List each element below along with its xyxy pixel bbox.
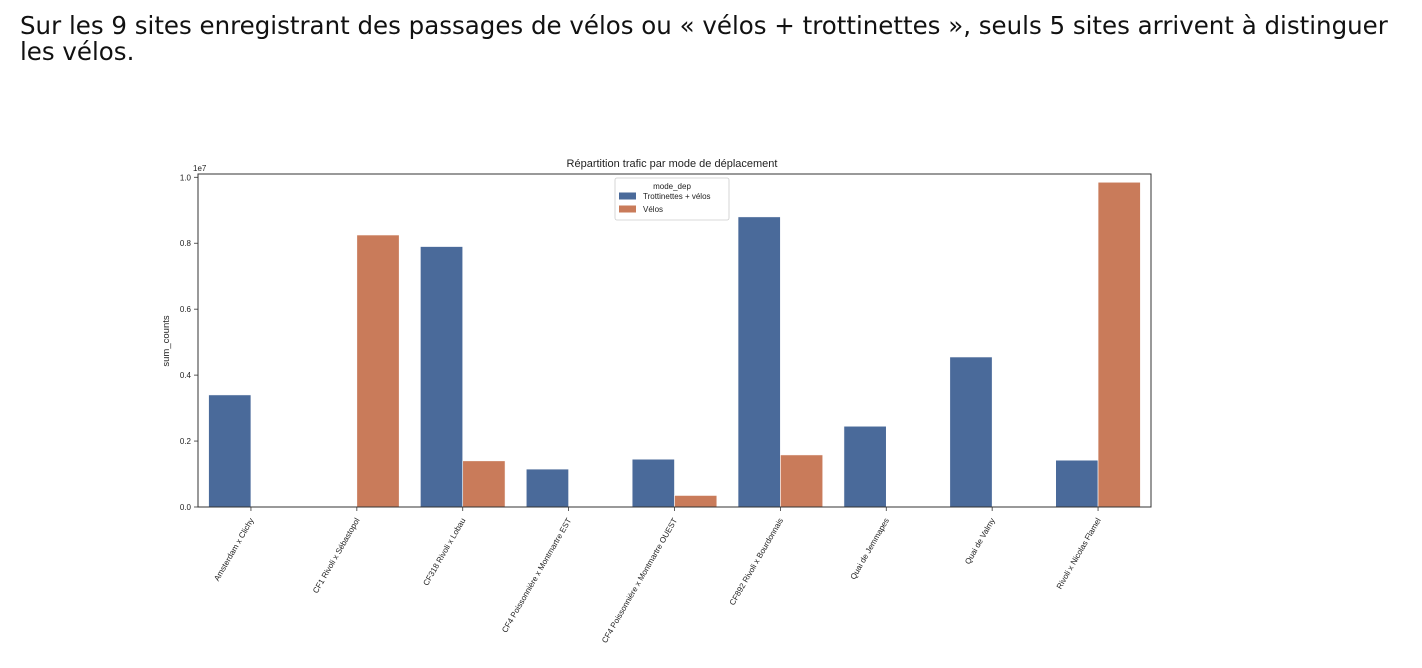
bar-trottinettes-velos-2 [420,246,464,508]
y-axis: 0.0 0.2 0.4 0.6 0.8 1.0 [180,173,198,512]
bar-velos-5 [780,454,824,508]
x-tick-label: CF318 Rivoli x Lobau [421,517,467,588]
legend-entry: Trottinettes + vélos [643,192,711,201]
legend-title: mode_dep [653,182,691,191]
y-axis-title: sum_counts [161,315,172,366]
chart-title: Répartition trafic par mode de déplaceme… [567,158,778,170]
legend-swatch [619,192,636,200]
slide-heading: Sur les 9 sites enregistrant des passage… [20,11,1388,66]
legend-entry: Vélos [643,205,663,214]
bar-trottinettes-velos-6 [843,425,887,508]
y-tick-label: 0.8 [180,239,192,248]
y-tick-label: 0.6 [180,305,192,314]
x-tick-label: CF892 Rivoli x Bourdonnais [728,517,785,607]
x-tick-label: CF4 Poissonnière x Montmartre OUEST [600,516,679,644]
y-offset-text: 1e7 [193,164,207,173]
bar-trottinettes-velos-4 [631,458,675,508]
bar-velos-4 [674,495,718,508]
bar-velos-2 [462,460,506,508]
bar-velos-8 [1097,181,1141,508]
bar-trottinettes-velos-0 [208,394,252,508]
x-tick-label: Quai de Valmy [963,517,997,566]
legend: mode_dep Trottinettes + vélos Vélos [614,177,730,221]
legend-box [614,177,730,221]
bar-trottinettes-velos-7 [949,356,993,508]
x-tick-label: CF1 Rivoli x Sébastopol [311,516,362,595]
bar-trottinettes-velos-5 [737,216,781,508]
x-tick-label: CF4 Poissonnière x Montmartre EST [500,516,573,634]
x-axis: Amsterdam x Clichy CF1 Rivoli x Sébastopo… [212,507,1103,645]
bar-trottinettes-velos-8 [1055,459,1099,508]
y-tick-label: 0.2 [180,437,192,446]
bar-trottinettes-velos-3 [525,468,569,508]
y-tick-label: 0.4 [180,371,192,380]
y-tick-label: 0.0 [180,503,192,512]
plot-frame [197,173,1152,508]
legend-swatch [619,205,636,213]
bar-velos-1 [356,234,400,508]
plot-area [197,173,1152,508]
x-tick-label: Quai de Jemmapes [849,517,891,582]
y-tick-label: 1.0 [180,173,192,182]
x-tick-label: Amsterdam x Clichy [212,517,255,583]
x-tick-label: Rivoli x Nicolas Flamel [1055,516,1103,590]
